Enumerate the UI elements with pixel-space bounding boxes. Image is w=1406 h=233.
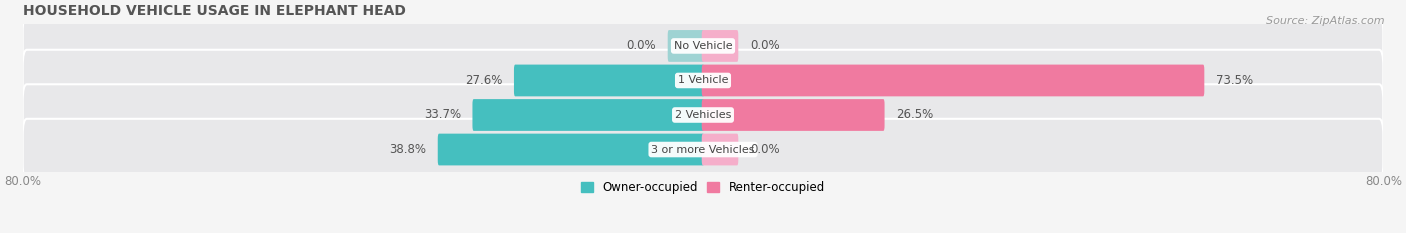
FancyBboxPatch shape xyxy=(437,134,704,165)
Text: No Vehicle: No Vehicle xyxy=(673,41,733,51)
FancyBboxPatch shape xyxy=(702,134,738,165)
FancyBboxPatch shape xyxy=(22,84,1384,146)
Text: 0.0%: 0.0% xyxy=(749,39,779,52)
Text: 1 Vehicle: 1 Vehicle xyxy=(678,75,728,86)
FancyBboxPatch shape xyxy=(22,50,1384,111)
Text: Source: ZipAtlas.com: Source: ZipAtlas.com xyxy=(1267,16,1385,26)
FancyBboxPatch shape xyxy=(22,15,1384,77)
Text: 38.8%: 38.8% xyxy=(389,143,426,156)
Text: 2 Vehicles: 2 Vehicles xyxy=(675,110,731,120)
Legend: Owner-occupied, Renter-occupied: Owner-occupied, Renter-occupied xyxy=(576,176,830,199)
FancyBboxPatch shape xyxy=(702,30,738,62)
Text: 26.5%: 26.5% xyxy=(896,109,934,121)
Text: 3 or more Vehicles: 3 or more Vehicles xyxy=(651,144,755,154)
Text: 73.5%: 73.5% xyxy=(1216,74,1253,87)
Text: HOUSEHOLD VEHICLE USAGE IN ELEPHANT HEAD: HOUSEHOLD VEHICLE USAGE IN ELEPHANT HEAD xyxy=(22,4,405,18)
FancyBboxPatch shape xyxy=(515,65,704,96)
Text: 0.0%: 0.0% xyxy=(627,39,657,52)
FancyBboxPatch shape xyxy=(668,30,704,62)
FancyBboxPatch shape xyxy=(702,65,1205,96)
Text: 27.6%: 27.6% xyxy=(465,74,502,87)
FancyBboxPatch shape xyxy=(472,99,704,131)
Text: 0.0%: 0.0% xyxy=(749,143,779,156)
Text: 33.7%: 33.7% xyxy=(423,109,461,121)
FancyBboxPatch shape xyxy=(22,119,1384,180)
FancyBboxPatch shape xyxy=(702,99,884,131)
